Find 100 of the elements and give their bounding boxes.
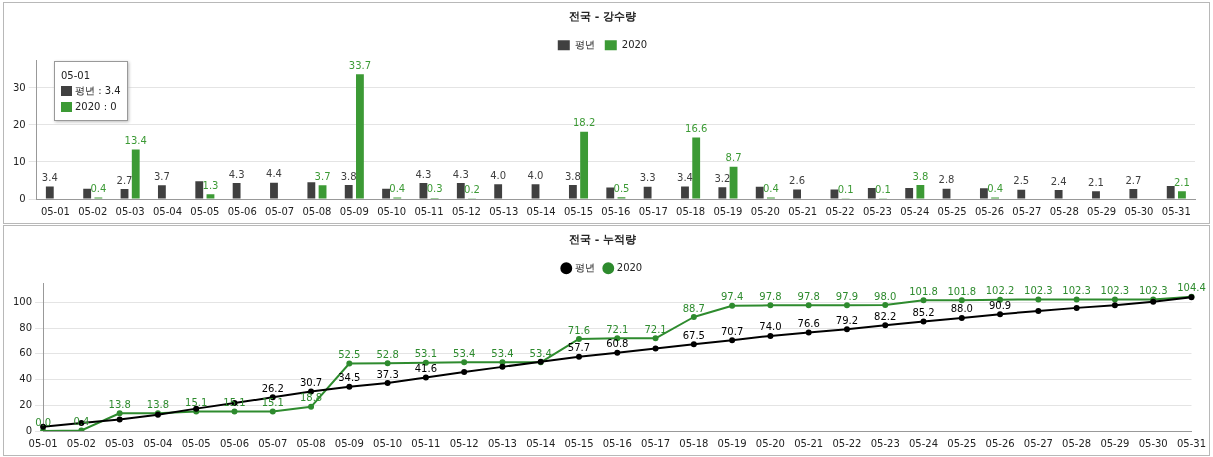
data-label: 79.2	[835, 314, 859, 326]
data-label: 53.4	[529, 347, 552, 359]
x-tick-label: 05-03	[105, 437, 135, 449]
legend-label: 2020	[621, 38, 648, 50]
x-tick-label: 05-03	[115, 205, 145, 217]
x-tick-label: 05-24	[908, 437, 939, 449]
x-tick-label: 05-25	[947, 437, 977, 449]
data-label: 0.4	[762, 183, 779, 195]
data-label: 26.2	[261, 382, 284, 394]
data-label: 57.7	[567, 342, 591, 354]
tooltip: 05-01 평년 : 3.4 2020 : 0	[54, 61, 128, 121]
data-label: 71.6	[567, 324, 591, 336]
x-tick-label: 05-04	[152, 205, 183, 217]
annotation: 평년 : 3.4	[75, 85, 121, 96]
data-label: 41.6	[414, 363, 438, 375]
legend-label: 평년	[574, 261, 595, 273]
x-tick-label: 05-20	[755, 437, 785, 449]
data-label: 72.1	[606, 323, 629, 335]
data-label: 88.0	[950, 303, 973, 315]
x-tick-label: 05-27	[1012, 205, 1042, 217]
y-tick-label: 60	[19, 347, 33, 359]
data-label: 0.1	[875, 184, 891, 196]
x-tick-label: 05-05	[181, 437, 211, 449]
data-label: 53.4	[453, 347, 476, 359]
data-label: 15.1	[261, 397, 284, 409]
data-label: 97.8	[759, 290, 782, 302]
x-tick-label: 05-09	[339, 205, 369, 217]
x-tick-label: 05-15	[564, 437, 594, 449]
y-tick-label: 10	[12, 155, 26, 167]
x-tick-label: 05-26	[974, 205, 1005, 217]
data-label: 0.1	[837, 184, 854, 196]
data-label: 16.6	[685, 123, 708, 135]
data-label: 102.3	[1062, 285, 1091, 297]
data-label: 98.0	[874, 290, 897, 302]
x-tick-label: 05-20	[750, 205, 780, 217]
data-label: 13.8	[108, 398, 131, 410]
data-label: 102.3	[1100, 285, 1130, 297]
x-tick-label: 05-13	[487, 437, 517, 449]
data-label: 76.6	[797, 318, 820, 330]
x-tick-label: 05-23	[870, 437, 900, 449]
data-label: 82.2	[874, 310, 897, 322]
legend-label: 평년	[574, 38, 595, 50]
data-label: 4.0	[490, 169, 507, 181]
x-tick-label: 05-07	[258, 437, 288, 449]
x-tick-label: 05-08	[296, 437, 326, 449]
y-tick-label: 80	[19, 321, 33, 333]
x-tick-label: 05-01	[28, 437, 58, 449]
x-tick-label: 05-17	[638, 205, 668, 217]
data-label: 101.8	[909, 285, 938, 297]
x-tick-label: 05-13	[489, 205, 519, 217]
x-tick-label: 05-25	[937, 205, 967, 217]
x-tick-label: 05-27	[1023, 437, 1053, 449]
x-tick-label: 05-23	[862, 205, 892, 217]
data-label: 85.2	[912, 307, 935, 319]
data-label: 3.7	[314, 170, 331, 182]
data-label: 3.8	[912, 170, 929, 182]
x-tick-label: 05-24	[900, 205, 930, 217]
x-tick-label: 05-17	[641, 437, 671, 449]
data-label: 0.4	[987, 183, 1004, 195]
data-label: 33.7	[348, 59, 372, 71]
x-tick-label: 05-12	[449, 437, 479, 449]
data-label: 53.1	[414, 348, 438, 360]
data-label: 3.8	[564, 170, 581, 182]
x-tick-label: 05-11	[414, 205, 444, 217]
x-tick-label: 05-22	[832, 437, 862, 449]
x-tick-label: 05-06	[227, 205, 257, 217]
x-tick-label: 05-01	[40, 205, 70, 217]
chart-title: 전국 - 누적량	[568, 233, 637, 247]
x-tick-label: 05-19	[713, 205, 743, 217]
data-label: 0.4	[73, 416, 90, 428]
x-tick-label: 05-09	[334, 437, 364, 449]
x-tick-label: 05-05	[190, 205, 220, 217]
data-label: 52.8	[376, 348, 399, 360]
data-label: 53.4	[491, 347, 514, 359]
data-label: 18.2	[572, 117, 596, 129]
data-label: 2.6	[789, 174, 806, 186]
data-label: 2.1	[1088, 176, 1104, 188]
x-tick-label: 05-22	[825, 205, 855, 217]
x-tick-label: 05-31	[1161, 205, 1191, 217]
data-label: 97.9	[835, 290, 859, 302]
data-label: 104.4	[1177, 282, 1206, 294]
y-tick-label: 0	[19, 192, 26, 204]
data-label: 0.4	[389, 183, 406, 195]
data-label: 3.7	[153, 170, 170, 182]
y-tick-label: 30	[12, 81, 26, 93]
data-label: 37.3	[376, 368, 399, 380]
data-label: 15.1	[185, 397, 208, 409]
data-label: 2.5	[1013, 175, 1030, 187]
data-label: 13.8	[146, 398, 170, 410]
data-label: 1.3	[202, 179, 219, 191]
x-tick-label: 05-07	[265, 205, 295, 217]
data-label: 34.5	[338, 372, 361, 384]
y-tick-label: 0	[25, 424, 33, 436]
data-label: 3.8	[340, 170, 357, 182]
data-label: 2.7	[116, 174, 133, 186]
annotation: 2020 : 0	[75, 101, 117, 112]
x-tick-label: 05-31	[1176, 437, 1206, 449]
x-tick-label: 05-18	[679, 437, 709, 449]
data-label: 0.3	[426, 183, 443, 195]
x-tick-label: 05-30	[1124, 205, 1154, 217]
